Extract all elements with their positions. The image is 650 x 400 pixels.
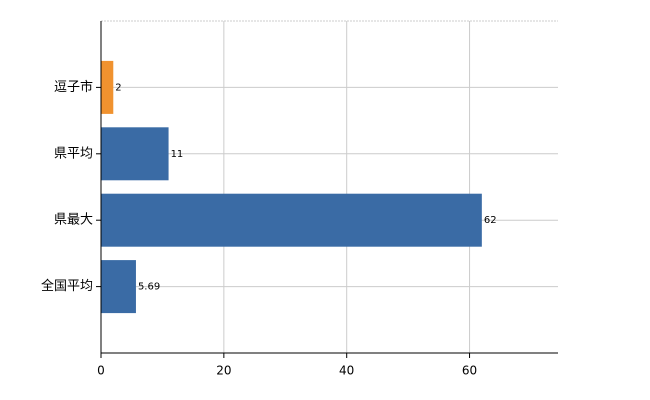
y-tick-label: 県平均 <box>54 146 93 161</box>
bar <box>101 127 169 181</box>
value-label: 11 <box>171 149 184 160</box>
x-tick-label: 40 <box>339 364 354 378</box>
x-tick-label: 20 <box>216 364 231 378</box>
x-tick-label: 0 <box>97 364 105 378</box>
value-label: 5.69 <box>138 282 160 293</box>
y-tick-label: 逗子市 <box>54 79 93 95</box>
value-label: 2 <box>115 82 121 93</box>
y-tick-label: 全国平均 <box>41 278 93 294</box>
bar <box>101 260 136 314</box>
bar <box>101 60 114 114</box>
bar <box>101 193 482 247</box>
x-tick-label: 60 <box>462 364 477 378</box>
value-label: 62 <box>484 215 497 226</box>
y-tick-label: 県最大 <box>54 213 93 228</box>
